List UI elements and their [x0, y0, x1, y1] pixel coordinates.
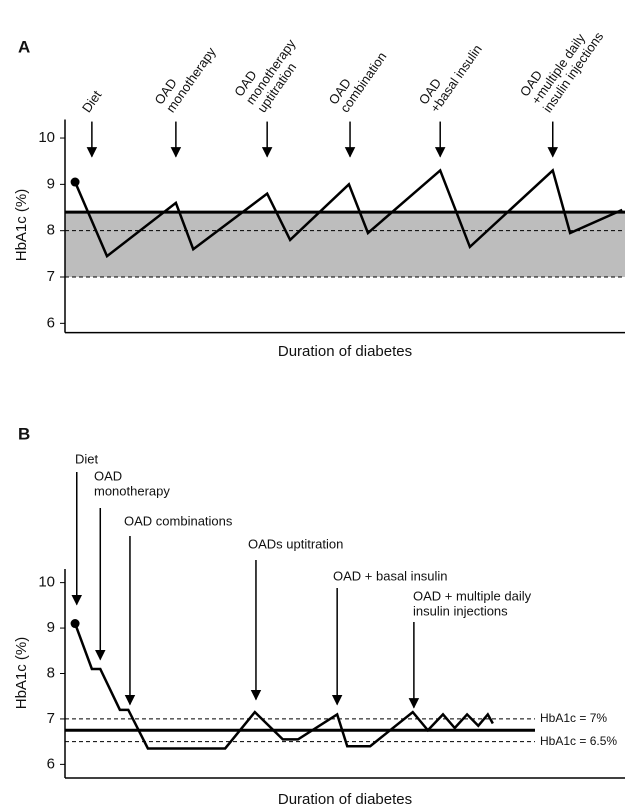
annotation: Diet: [79, 87, 105, 115]
reference-label: HbA1c = 6.5%: [540, 734, 617, 748]
y-tick-label: 10: [38, 129, 55, 146]
y-tick-label: 6: [47, 755, 55, 772]
annotation-text: Diet: [79, 87, 105, 115]
y-tick-label: 10: [38, 574, 55, 591]
panel-label: A: [18, 37, 30, 56]
start-point: [70, 619, 80, 629]
y-tick-label: 7: [47, 268, 55, 285]
reference-label: HbA1c = 7%: [540, 711, 607, 725]
annotation-text: OAD + multiple daily: [413, 588, 532, 603]
annotation-text: insulin injections: [413, 603, 508, 618]
annotation-text: OAD combinations: [124, 513, 233, 528]
y-tick-label: 8: [47, 222, 55, 239]
annotation-text: OAD: [94, 468, 122, 483]
y-axis-label: HbA1c (%): [13, 637, 30, 710]
y-tick-label: 9: [47, 619, 55, 636]
hba1c-line: [73, 623, 494, 750]
y-tick-label: 9: [47, 175, 55, 192]
start-point: [70, 177, 80, 187]
y-tick-label: 8: [47, 664, 55, 681]
target-band: [65, 212, 625, 278]
annotation-text: monotherapy: [94, 483, 170, 498]
annotation-text: OAD + basal insulin: [333, 568, 448, 583]
x-axis-label: Duration of diabetes: [278, 791, 412, 808]
y-tick-label: 6: [47, 314, 55, 331]
y-tick-label: 7: [47, 710, 55, 727]
panel-label: B: [18, 424, 30, 443]
hba1c-line: [73, 168, 623, 259]
x-axis-label: Duration of diabetes: [278, 343, 412, 360]
annotation-text: OADs uptitration: [248, 536, 343, 551]
annotation: OAD+basal insulin: [416, 42, 485, 115]
y-axis-label: HbA1c (%): [13, 189, 30, 262]
annotation-text: Diet: [75, 451, 99, 466]
